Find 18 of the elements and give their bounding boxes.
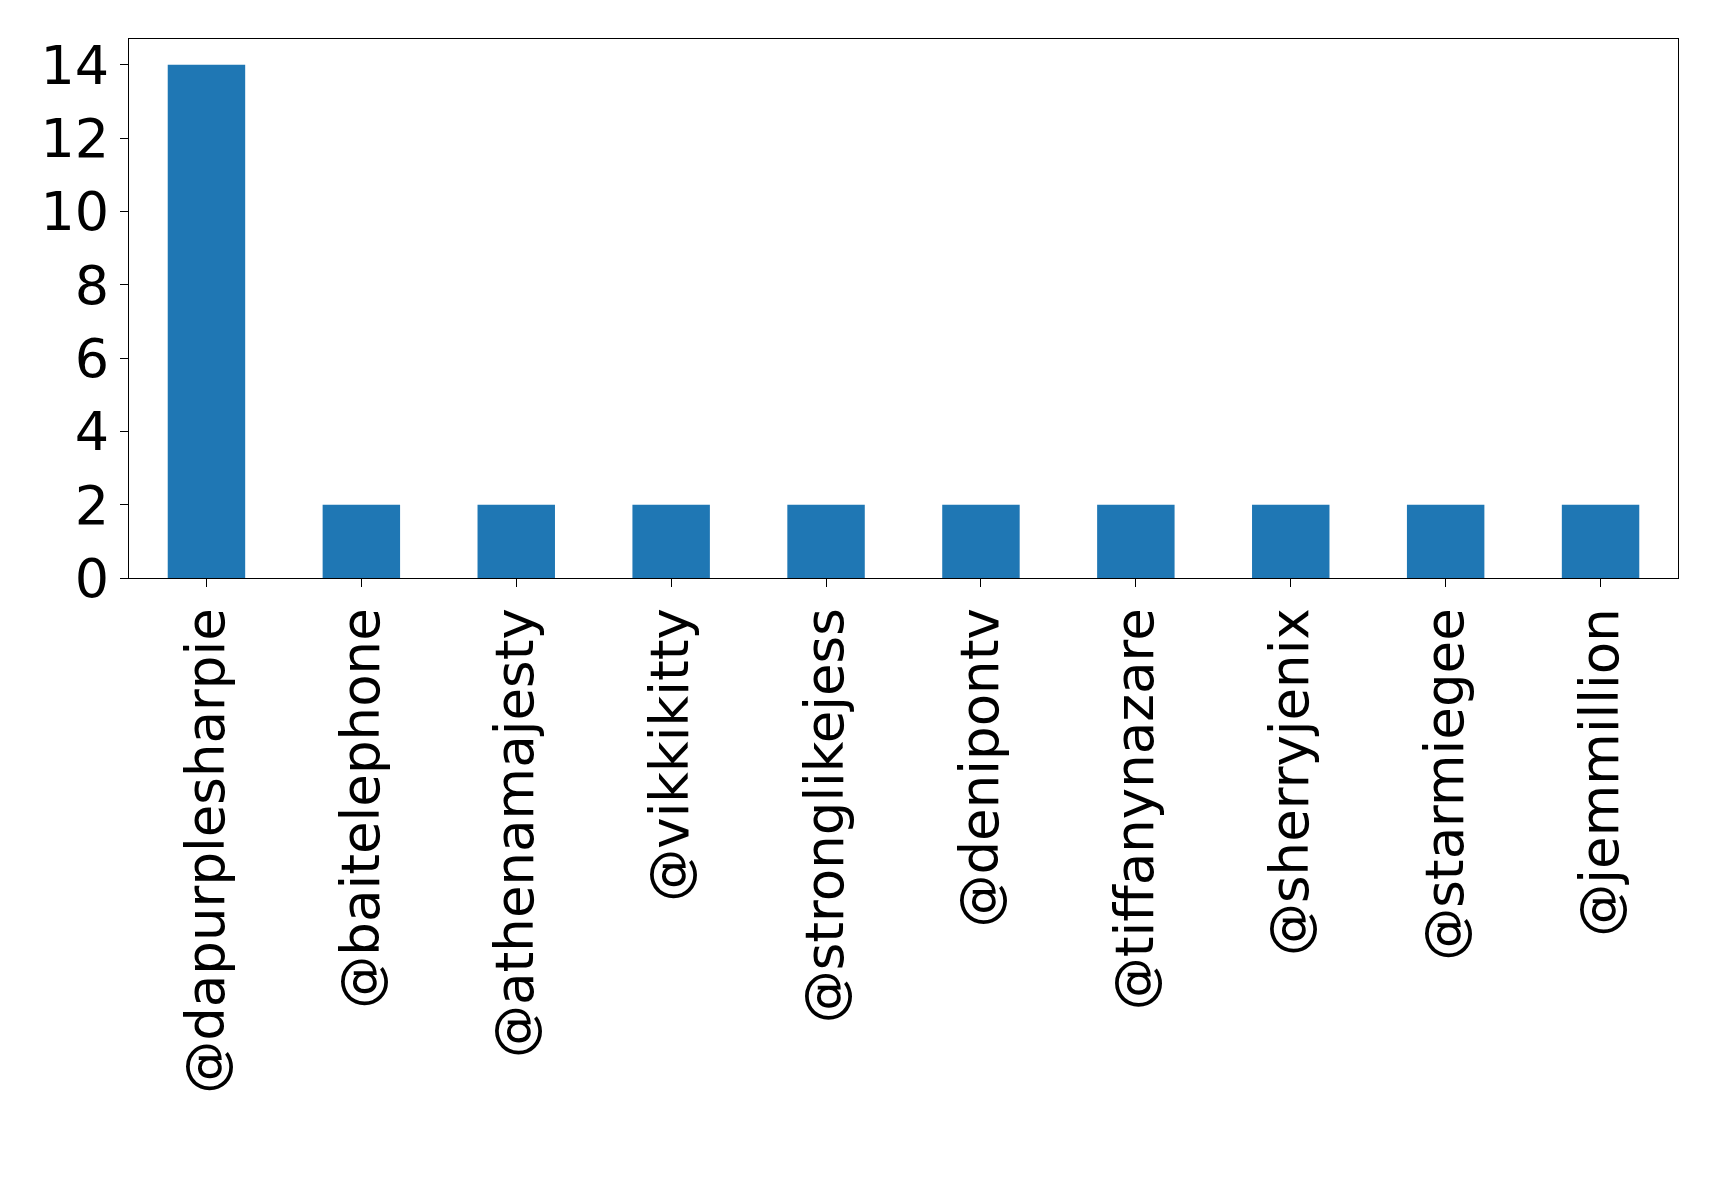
y-tick-label: 4 bbox=[74, 400, 110, 464]
x-tick-label: @stronglikejess bbox=[794, 608, 856, 1024]
x-tick-label: @baitelephone bbox=[329, 608, 391, 1009]
x-tick-label: @athenamajesty bbox=[484, 608, 546, 1058]
x-tick-label: @starmiegee bbox=[1413, 608, 1475, 961]
y-tick-label: 2 bbox=[74, 473, 110, 537]
x-tick-label: @dapurplesharpie bbox=[174, 608, 236, 1094]
y-tick-label: 6 bbox=[74, 326, 110, 390]
y-tick-label: 14 bbox=[40, 33, 110, 97]
y-tick-label: 0 bbox=[74, 546, 110, 610]
y-tick-label: 8 bbox=[74, 253, 110, 317]
x-tick-label: @sherryjenix bbox=[1258, 608, 1320, 957]
x-tick-label: @vikkikitty bbox=[639, 608, 701, 902]
y-tick-label: 10 bbox=[40, 180, 110, 244]
x-tick-label: @jemmillion bbox=[1568, 608, 1630, 937]
x-tick-label: @denipontv bbox=[949, 608, 1011, 928]
x-tick-label: @tiffanynazare bbox=[1104, 608, 1166, 1011]
y-tick-label: 12 bbox=[40, 106, 110, 170]
